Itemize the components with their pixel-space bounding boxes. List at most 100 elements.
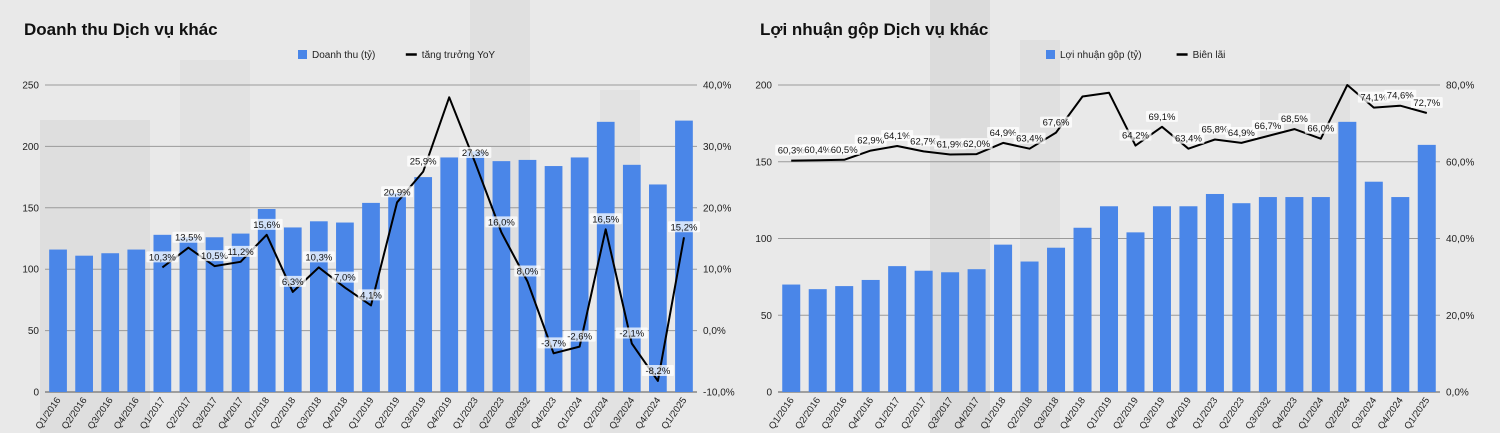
x-tick-label: Q3/2016 bbox=[86, 395, 116, 431]
data-label: 72,7% bbox=[1413, 98, 1440, 109]
data-label-bg bbox=[279, 275, 306, 287]
data-label-bg bbox=[641, 364, 674, 376]
data-label: 20,9% bbox=[384, 187, 411, 198]
data-label-bg bbox=[907, 135, 940, 147]
bar bbox=[414, 177, 433, 392]
y-tick-label: 150 bbox=[22, 203, 39, 214]
y-tick-label: 150 bbox=[755, 157, 772, 168]
data-label-bg bbox=[537, 337, 570, 349]
data-label-bg bbox=[775, 144, 808, 156]
x-tick-label: Q4/2023 bbox=[529, 395, 559, 431]
data-label: 63,4% bbox=[1016, 134, 1043, 145]
bar bbox=[1152, 206, 1171, 392]
data-label-bg bbox=[1225, 126, 1258, 138]
revenue-chart-panel: Doanh thu Dịch vụ khác 0 50 100 150 200 250 -1… bbox=[0, 0, 745, 433]
bar bbox=[994, 244, 1013, 392]
data-label: 10,5% bbox=[201, 251, 228, 262]
x-tick-label: Q2/2017 bbox=[899, 395, 929, 431]
data-label: 15,6% bbox=[253, 220, 280, 231]
x-tick-label: Q4/2016 bbox=[112, 395, 142, 431]
bar bbox=[1311, 197, 1330, 392]
bar bbox=[179, 237, 198, 392]
bar bbox=[1126, 232, 1145, 392]
y2-tick-label: 60,0% bbox=[1446, 157, 1474, 168]
bar bbox=[782, 284, 801, 392]
data-label-bg bbox=[1410, 97, 1443, 109]
legend-label: tăng trưởng YoY bbox=[422, 49, 496, 61]
y2-tick-label: -10,0% bbox=[703, 388, 735, 399]
y2-tick-label: 30,0% bbox=[703, 142, 731, 153]
bar bbox=[1020, 261, 1039, 392]
bar bbox=[75, 255, 93, 392]
x-tick-label: Q1/2017 bbox=[138, 395, 168, 431]
data-label: -8,2% bbox=[645, 366, 670, 377]
data-label: 62,0% bbox=[963, 139, 990, 150]
data-label: 10,3% bbox=[149, 252, 176, 263]
data-label-bg bbox=[1119, 129, 1152, 141]
bar bbox=[466, 151, 485, 392]
data-label-bg bbox=[381, 186, 414, 198]
data-label: 15,2% bbox=[670, 222, 697, 233]
bar bbox=[596, 121, 615, 392]
data-label: 27,3% bbox=[462, 148, 489, 159]
data-label-bg bbox=[1145, 110, 1178, 122]
data-label: 65,8% bbox=[1201, 124, 1228, 135]
data-label: 61,9% bbox=[937, 139, 964, 150]
data-label: 64,1% bbox=[884, 131, 911, 142]
x-tick-label: Q3/2018 bbox=[294, 395, 324, 431]
data-label-bg bbox=[331, 271, 359, 283]
y2-tick-label: 40,0% bbox=[703, 81, 731, 92]
x-tick-label: Q3/2024 bbox=[607, 395, 637, 431]
x-tick-label: Q2/2016 bbox=[793, 395, 823, 431]
bar bbox=[153, 234, 172, 392]
bar bbox=[1205, 193, 1224, 392]
x-tick-label: Q1/2025 bbox=[1402, 395, 1432, 431]
x-tick-label: Q3/2019 bbox=[1137, 395, 1167, 431]
x-tick-label: Q2/2024 bbox=[581, 395, 611, 431]
x-tick-label: Q1/2016 bbox=[767, 395, 797, 431]
bar bbox=[1073, 227, 1092, 392]
y-tick-label: 100 bbox=[22, 265, 39, 276]
x-tick-label: Q1/2019 bbox=[347, 395, 377, 431]
data-label: -2,1% bbox=[619, 328, 644, 339]
x-tick-label: Q1/2018 bbox=[979, 395, 1009, 431]
x-tick-label: Q3/2017 bbox=[190, 395, 220, 431]
bar bbox=[205, 237, 224, 392]
data-label: 62,7% bbox=[910, 136, 937, 147]
x-tick-label: Q3/2032 bbox=[1243, 395, 1273, 431]
x-tick-label: Q1/2019 bbox=[1085, 395, 1115, 431]
bar bbox=[336, 222, 354, 392]
y2-tick-label: 10,0% bbox=[703, 265, 731, 276]
x-tick-label: Q4/2017 bbox=[216, 395, 246, 431]
bar bbox=[309, 221, 328, 392]
data-label: 60,3% bbox=[778, 146, 805, 157]
data-label-bg bbox=[250, 218, 283, 230]
bar bbox=[941, 272, 960, 392]
data-label: 7,0% bbox=[334, 273, 356, 284]
data-label: 68,5% bbox=[1281, 114, 1308, 125]
data-label: 69,1% bbox=[1148, 112, 1175, 123]
gross-profit-chart-panel: Lợi nhuận gộp Dịch vụ khác 0 50 100 150 200 0… bbox=[750, 0, 1500, 433]
data-label: 64,9% bbox=[1228, 128, 1255, 139]
x-tick-label: Q3/2018 bbox=[1032, 395, 1062, 431]
x-tick-label: Q2/2023 bbox=[477, 395, 507, 431]
x-tick-label: Q1/2017 bbox=[873, 395, 903, 431]
data-label-bg bbox=[198, 250, 231, 262]
data-label-bg bbox=[459, 146, 492, 158]
bar bbox=[888, 266, 907, 392]
bar bbox=[1099, 206, 1119, 392]
data-label-bg bbox=[357, 289, 385, 301]
data-label: 64,2% bbox=[1122, 131, 1149, 142]
data-label: 16,0% bbox=[488, 217, 515, 228]
data-label-bg bbox=[1251, 120, 1284, 132]
revenue-chart: 0 50 100 150 200 250 -10,0% 0,0% 10,0% 20,0% 30,0%… bbox=[22, 49, 735, 432]
series-line bbox=[791, 84, 1428, 162]
data-label-bg bbox=[987, 126, 1020, 138]
bar bbox=[257, 209, 276, 392]
x-tick-label: Q1/2023 bbox=[1190, 395, 1220, 431]
legend-label: Lợi nhuận gộp (tỷ) bbox=[1060, 49, 1142, 61]
data-label-bg bbox=[146, 251, 179, 263]
data-label: 66,0% bbox=[1307, 124, 1334, 135]
bar bbox=[49, 249, 67, 392]
